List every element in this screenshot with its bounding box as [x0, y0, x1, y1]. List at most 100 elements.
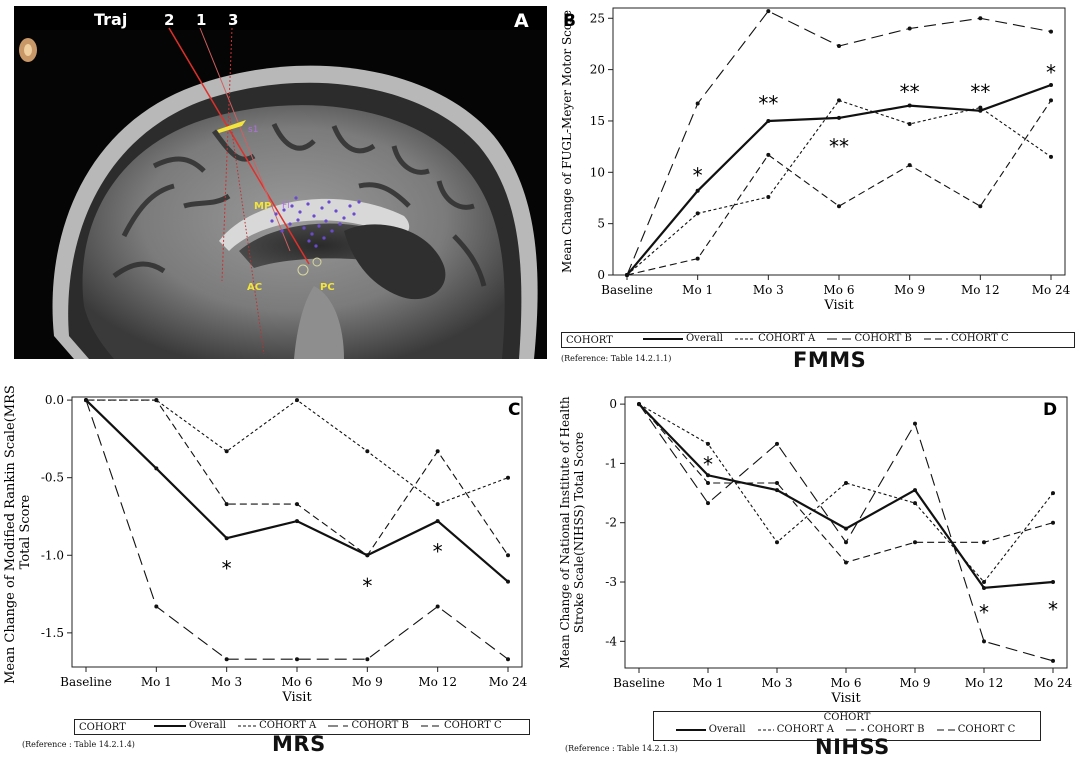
- significance-marker: *: [433, 540, 443, 564]
- entry-marker-label: s1: [248, 125, 258, 135]
- data-point: [775, 488, 779, 493]
- data-point: [365, 553, 370, 558]
- y-tick-label: 5: [597, 217, 605, 231]
- data-point: [978, 108, 983, 113]
- legend-cohort-a: COHORT A: [735, 333, 816, 344]
- x-tick-label: Mo 24: [489, 675, 528, 689]
- significance-marker: *: [693, 163, 703, 187]
- significance-marker: *: [979, 601, 989, 625]
- legend-cohort-b: COHORT B: [846, 724, 925, 735]
- series-line-cohort-a: [86, 399, 509, 505]
- legend-cohort-label: COHORT: [566, 335, 613, 346]
- mp-label: MP: [254, 201, 271, 212]
- data-point: [844, 560, 848, 565]
- data-point: [982, 580, 986, 585]
- data-point: [435, 519, 440, 524]
- fl-label: Fl: [282, 201, 290, 211]
- data-point: [435, 502, 440, 507]
- panel-letter: B: [563, 11, 576, 31]
- corpus-callosum: [219, 198, 410, 251]
- plot-frame: [71, 396, 523, 668]
- data-point: [154, 398, 159, 403]
- significance-marker: *: [703, 452, 713, 476]
- data-point: [982, 639, 986, 644]
- series-line-cohort-c: [86, 399, 509, 557]
- data-point: [695, 188, 700, 193]
- data-point: [766, 118, 771, 123]
- data-point: [695, 101, 700, 106]
- data-point: [907, 26, 912, 31]
- data-point: [837, 43, 841, 48]
- significance-marker: *: [1046, 61, 1056, 85]
- series-line-cohort-b: [638, 403, 1054, 662]
- data-point: [913, 501, 917, 506]
- data-point: [625, 273, 629, 277]
- nihss-caption: NIHSS: [815, 735, 890, 759]
- y-tick-label: -4: [605, 634, 617, 648]
- series-line-overall: [638, 403, 1054, 590]
- fmms-legend: COHORT Overall COHORT A COHORT B COHORT …: [561, 332, 1075, 348]
- x-tick-label: Mo 3: [753, 283, 784, 297]
- mrs-chart-panel: 0.0 -0.5 -1.0 -1.5 Baseline Mo 1 Mo 3 Mo 6 Mo 9 M…: [0, 385, 540, 759]
- x-tick-label: Mo 3: [762, 676, 793, 690]
- panel-letter: C: [508, 400, 520, 420]
- data-point: [1049, 29, 1053, 34]
- legend-cohort-a: COHORT A: [238, 720, 317, 731]
- x-tick-label: Baseline: [601, 283, 653, 297]
- legend-cohort-c: COHORT C: [923, 333, 1009, 344]
- x-axis-label: Visit: [281, 690, 312, 705]
- data-point: [837, 204, 841, 209]
- data-point: [506, 579, 510, 584]
- x-tick-label: Mo 12: [418, 675, 457, 689]
- y-tick-label: -2: [605, 516, 617, 530]
- y-axis-label: Mean Change of National Institute of Hea…: [558, 396, 586, 668]
- pc-label: PC: [320, 282, 335, 293]
- series-line-cohort-a: [626, 99, 1052, 276]
- significance-marker: **: [758, 91, 778, 115]
- data-point: [224, 449, 229, 454]
- legend-cohort-a: COHORT A: [757, 724, 834, 735]
- data-point: [1049, 83, 1053, 88]
- legend-overall: Overall: [642, 333, 723, 344]
- data-point: [154, 466, 159, 471]
- legend-cohort-label: COHORT: [823, 712, 871, 723]
- legend-overall: Overall: [675, 724, 746, 735]
- y-tick-label: -1: [605, 456, 617, 470]
- significance-marker: *: [1048, 598, 1058, 622]
- pc-landmark-circle: [312, 257, 322, 267]
- x-tick-label: Mo 9: [894, 283, 925, 297]
- y-axis-label: Mean Change of Modified Rankin Scale(MRS…: [3, 385, 33, 684]
- y-tick-label: 10: [590, 165, 605, 179]
- x-tick-label: Mo 1: [693, 676, 724, 690]
- data-point: [1051, 658, 1055, 663]
- data-point: [224, 536, 229, 541]
- target-point-cloud: [270, 196, 361, 248]
- data-point: [506, 475, 510, 480]
- fmms-chart-panel: 0 5 10 15 20 25 Baseline Mo 1 Mo 3 Mo 6 Mo 9 Mo 12 M…: [555, 0, 1080, 372]
- x-tick-label: Mo 1: [682, 283, 713, 297]
- data-point: [706, 480, 710, 485]
- data-point: [766, 152, 771, 157]
- panel-letter: D: [1043, 400, 1057, 420]
- data-point: [766, 194, 771, 199]
- significance-marker: *: [362, 574, 372, 598]
- x-axis-label: Visit: [823, 298, 854, 313]
- data-point: [1051, 520, 1055, 525]
- data-point: [982, 585, 986, 590]
- y-axis-label: Mean Change of FUGL-Meyer Motor Score: [560, 10, 574, 273]
- data-point: [695, 256, 700, 261]
- legend-cohort-label: COHORT: [79, 722, 126, 733]
- panel-letter-a: A: [514, 10, 529, 32]
- traj-number-1: 1: [196, 11, 206, 29]
- legend-cohort-b: COHORT B: [827, 333, 912, 344]
- data-point: [913, 540, 917, 545]
- data-point: [695, 211, 700, 216]
- data-point: [775, 441, 779, 446]
- x-tick-label: Mo 6: [831, 676, 862, 690]
- data-point: [365, 449, 370, 454]
- mrs-chart: 0.0 -0.5 -1.0 -1.5 Baseline Mo 1 Mo 3 Mo 6 Mo 9 M…: [3, 385, 528, 705]
- mri-panel: Traj 2 1 3 A s1 MP Fl AC PC: [14, 6, 547, 359]
- x-tick-label: Mo 3: [211, 675, 242, 689]
- data-point: [506, 553, 510, 558]
- data-point: [1049, 154, 1053, 159]
